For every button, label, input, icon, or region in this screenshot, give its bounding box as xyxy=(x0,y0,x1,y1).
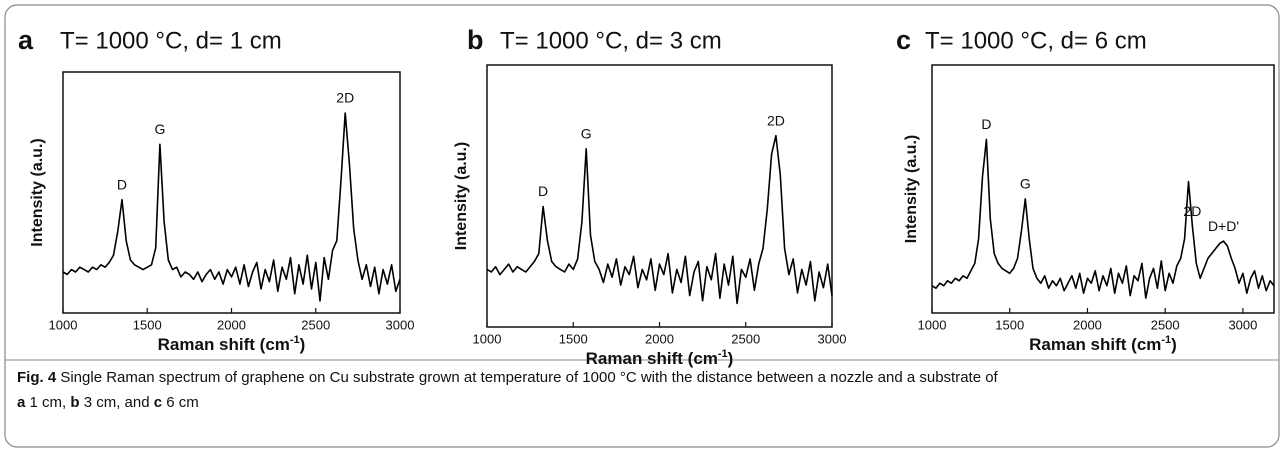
peak-label: 2D xyxy=(767,112,785,128)
caption-line: a 1 cm, b 3 cm, and c 6 cm xyxy=(17,394,199,411)
peak-label: G xyxy=(1020,176,1031,192)
x-tick-label: 1500 xyxy=(995,317,1024,332)
x-axis-label-part: Raman shift (cm xyxy=(1029,335,1161,354)
figure-frame xyxy=(4,4,1280,448)
x-axis-label-part: ) xyxy=(728,349,734,368)
y-axis-label: Intensity (a.u.) xyxy=(903,135,920,243)
panel-label: a xyxy=(18,25,34,55)
x-axis-label: Raman shift (cm-1) xyxy=(1029,334,1177,355)
x-tick-label: 1000 xyxy=(918,317,947,332)
x-axis-label-part: ) xyxy=(1171,335,1177,354)
caption-text: c xyxy=(154,394,162,411)
x-axis-label: Raman shift (cm-1) xyxy=(586,348,734,369)
x-tick-label: 1000 xyxy=(49,317,78,332)
peak-label: D xyxy=(538,183,548,199)
caption-line: Fig. 4 Single Raman spectrum of graphene… xyxy=(17,369,999,386)
x-tick-label: 2000 xyxy=(217,317,246,332)
panel-title: T= 1000 °C, d= 6 cm xyxy=(925,27,1147,54)
panel-label: b xyxy=(467,25,484,55)
x-tick-label: 2000 xyxy=(645,331,674,346)
x-tick-label: 3000 xyxy=(386,317,415,332)
caption-text: a xyxy=(17,394,26,411)
spectrum-line xyxy=(62,112,401,302)
panel-title: T= 1000 °C, d= 3 cm xyxy=(500,27,722,54)
panel-title: T= 1000 °C, d= 1 cm xyxy=(60,27,282,54)
y-axis-label: Intensity (a.u.) xyxy=(29,138,46,246)
caption-text: Fig. 4 xyxy=(17,369,57,386)
caption-text: 3 cm, and xyxy=(80,394,154,411)
caption-text: 6 cm xyxy=(162,394,199,411)
x-tick-label: 2500 xyxy=(301,317,330,332)
x-axis-label-part: -1 xyxy=(718,348,728,360)
peak-label: 2D xyxy=(336,90,354,106)
x-tick-label: 3000 xyxy=(818,331,847,346)
x-tick-label: 1500 xyxy=(559,331,588,346)
peak-label: G xyxy=(581,126,592,142)
x-tick-label: 3000 xyxy=(1228,317,1257,332)
x-axis-label-part: Raman shift (cm xyxy=(586,349,718,368)
peak-label: D xyxy=(117,176,127,192)
peak-label: 2D xyxy=(1183,203,1201,219)
y-axis-label: Intensity (a.u.) xyxy=(453,142,470,250)
x-axis-label-part: Raman shift (cm xyxy=(158,335,290,354)
spectrum-line xyxy=(931,138,1275,299)
x-tick-label: 2500 xyxy=(731,331,760,346)
peak-label: D+D' xyxy=(1208,218,1239,234)
x-tick-label: 2000 xyxy=(1073,317,1102,332)
x-tick-label: 2500 xyxy=(1151,317,1180,332)
x-tick-label: 1500 xyxy=(133,317,162,332)
x-axis-label: Raman shift (cm-1) xyxy=(158,334,306,355)
peak-label: D xyxy=(981,116,991,132)
plot-frame xyxy=(931,64,1275,314)
x-axis-label-part: -1 xyxy=(1161,334,1171,346)
spectrum-line xyxy=(486,134,833,305)
x-tick-label: 1000 xyxy=(473,331,502,346)
x-axis-label-part: -1 xyxy=(290,334,300,346)
caption-text: Single Raman spectrum of graphene on Cu … xyxy=(56,369,998,386)
panel-label: c xyxy=(896,25,911,55)
peak-label: G xyxy=(154,121,165,137)
caption-text: b xyxy=(70,394,79,411)
x-axis-label-part: ) xyxy=(300,335,306,354)
caption-text: 1 cm, xyxy=(25,394,70,411)
